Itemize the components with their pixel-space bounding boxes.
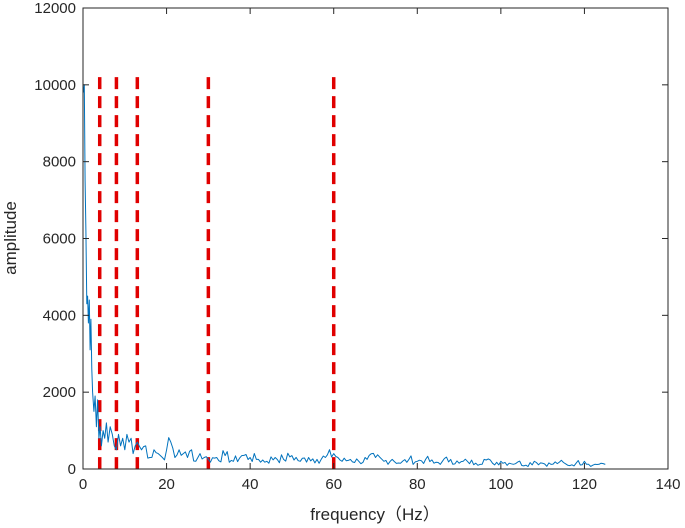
x-tick-label: 140	[655, 476, 680, 493]
spectrum-series	[82, 84, 606, 467]
plot-area	[83, 8, 668, 469]
y-tick-label: 12000	[34, 0, 76, 17]
y-axis-label: amplitude	[1, 201, 20, 275]
x-tick-label: 0	[79, 476, 87, 493]
x-tick-label: 80	[409, 476, 426, 493]
x-tick-label: 120	[572, 476, 597, 493]
x-axis-label: frequency（Hz）	[310, 505, 439, 524]
y-tick-label: 4000	[43, 307, 76, 324]
reference-lines	[97, 77, 336, 469]
y-tick-label: 10000	[34, 77, 76, 94]
x-tick-label: 100	[488, 476, 513, 493]
y-tick-label: 2000	[43, 384, 76, 401]
y-axis: 0 2000 4000 6000 8000 10000 12000	[34, 0, 668, 478]
y-tick-label: 8000	[43, 154, 76, 171]
y-tick-label: 0	[68, 461, 76, 478]
x-tick-label: 20	[158, 476, 175, 493]
y-tick-label: 6000	[43, 231, 76, 248]
x-axis: 0 20 40 60 80 100 120 140	[79, 8, 681, 493]
x-tick-label: 60	[325, 476, 342, 493]
x-tick-label: 40	[242, 476, 259, 493]
spectrum-line	[82, 84, 606, 467]
